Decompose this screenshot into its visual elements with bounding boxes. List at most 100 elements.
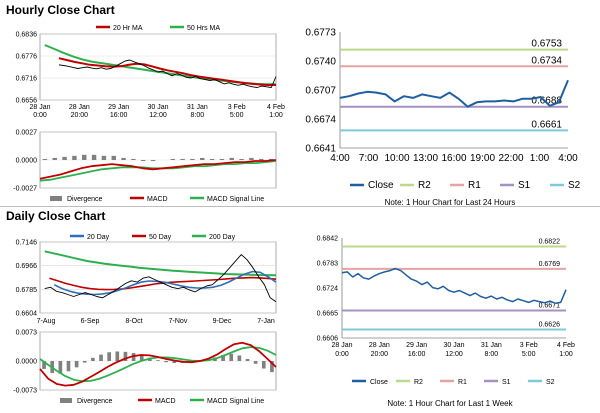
x-tick-label: 5:00 (230, 112, 244, 119)
legend-ma200: 200 Day (209, 234, 236, 241)
legend-close: Close (370, 379, 388, 386)
legend-r1: R1 (468, 180, 481, 191)
y-tick-label: 0.6773 (305, 28, 336, 39)
hourly-pivot-note: Note: 1 Hour Chart for Last 24 Hours (384, 198, 516, 207)
y-tick-label: 0.0000 (16, 359, 38, 366)
y-tick-label: 0.6776 (16, 54, 38, 61)
x-tick-label: 6-Sep (81, 318, 100, 325)
x-tick-label: 9-Dec (213, 318, 232, 325)
legend-ma20: 20 Hr MA (113, 25, 143, 32)
x-tick-label: 20:00 (371, 351, 389, 358)
y-tick-label: 0.6606 (317, 335, 339, 342)
x-tick-label: 1:00 (530, 153, 550, 164)
legend-s2: S2 (546, 379, 555, 386)
x-tick-label: 20:00 (71, 112, 89, 119)
legend-macd: MACD (147, 196, 168, 203)
macd-line (39, 341, 277, 387)
ma50-line (44, 44, 276, 86)
x-tick-label: 3 Feb (520, 342, 538, 349)
y-tick-label: -0.0073 (13, 388, 37, 395)
section-divider (0, 206, 600, 207)
legend-signal: MACD Signal Line (207, 398, 264, 405)
macd-line (39, 159, 277, 180)
x-tick-label: 3 Feb (228, 104, 246, 111)
x-tick-label: 16:00 (441, 153, 466, 164)
legend-r1: R1 (458, 379, 467, 386)
y-tick-label: 0.6724 (317, 285, 339, 292)
y-tick-label: 0.6641 (305, 144, 336, 155)
x-tick-label: 4:00 (330, 153, 350, 164)
x-tick-label: 8:00 (485, 351, 499, 358)
legend-ma50: 50 Day (149, 234, 172, 241)
y-tick-label: -0.0027 (13, 186, 37, 193)
legend-macd: MACD (155, 398, 176, 405)
x-tick-label: 7-Aug (37, 318, 56, 325)
x-tick-label: 8-Oct (125, 318, 142, 325)
x-tick-label: 7:00 (359, 153, 379, 164)
x-tick-label: 7-Jan (257, 318, 275, 325)
x-tick-label: 4 Feb (267, 104, 285, 111)
legend-close: Close (368, 180, 394, 191)
x-tick-label: 10:00 (384, 153, 409, 164)
legend-s2: S2 (568, 180, 581, 191)
price-line (58, 59, 277, 88)
legend-ma50: 50 Hrs MA (187, 25, 220, 32)
legend-s1: S1 (518, 180, 531, 191)
level-S1-label: 0.6688 (531, 96, 562, 107)
y-tick-label: 0.6656 (16, 98, 38, 105)
y-tick-label: 0.6707 (305, 86, 336, 97)
x-tick-label: 28 Jan (69, 104, 90, 111)
x-tick-label: 12:00 (445, 351, 463, 358)
y-tick-label: 0.7146 (16, 240, 38, 247)
y-tick-label: 0.6716 (16, 76, 38, 83)
y-tick-label: 0.6966 (16, 263, 38, 270)
legend-s1: S1 (502, 379, 511, 386)
ma20-line (53, 270, 277, 296)
ma200-line (44, 250, 277, 277)
y-tick-label: 0.6836 (16, 32, 38, 39)
legend-divergence: Divergence (67, 196, 103, 203)
y-tick-label: 0.6785 (16, 287, 38, 294)
x-tick-label: 1:00 (269, 112, 283, 119)
x-tick-label: 28 Jan (29, 104, 50, 111)
level-S2-label: 0.6626 (539, 322, 561, 329)
x-tick-label: 22:00 (498, 153, 523, 164)
level-S2-label: 0.6661 (531, 119, 562, 130)
x-tick-label: 30 Jan (147, 104, 168, 111)
legend-divergence: Divergence (77, 398, 113, 405)
legend-signal: MACD Signal Line (207, 196, 264, 203)
x-tick-label: 31 Jan (481, 342, 502, 349)
x-tick-label: 0:00 (335, 351, 349, 358)
legend-divergence-swatch (50, 196, 62, 201)
hourly-macd-chart: 0.0027 0.0000 -0.0027 Divergence MACD MACD Si… (13, 130, 277, 203)
y-tick-label: 0.0027 (16, 130, 38, 137)
y-tick-label: 0.0073 (16, 330, 38, 337)
hourly-section-title: Hourly Close Chart (6, 3, 115, 17)
y-tick-label: 0.6665 (317, 310, 339, 317)
level-R2-label: 0.6753 (531, 39, 562, 50)
y-tick-label: 0.6604 (16, 311, 38, 318)
legend-r2: R2 (414, 379, 423, 386)
close-line (339, 79, 569, 108)
legend-ma20: 20 Day (87, 234, 110, 241)
x-tick-label: 29 Jan (406, 342, 427, 349)
x-tick-label: 28 Jan (331, 342, 352, 349)
x-tick-label: 7-Nov (169, 318, 188, 325)
x-tick-label: 1:00 (559, 351, 573, 358)
x-tick-label: 16:00 (110, 112, 128, 119)
y-tick-label: 0.0000 (16, 158, 38, 165)
y-tick-label: 0.6783 (317, 260, 339, 267)
level-R1-label: 0.6769 (539, 261, 561, 268)
x-tick-label: 8:00 (191, 112, 205, 119)
level-R1-label: 0.6734 (531, 55, 562, 66)
legend-divergence-swatch (60, 398, 72, 403)
x-tick-label: 19:00 (470, 153, 495, 164)
x-tick-label: 29 Jan (108, 104, 129, 111)
x-tick-label: 16:00 (408, 351, 426, 358)
daily-pivot-note: Note: 1 Hour Chart for Last 1 Week (387, 399, 513, 408)
daily-section-title: Daily Close Chart (6, 209, 106, 223)
x-tick-label: 4 Feb (557, 342, 575, 349)
x-tick-label: 28 Jan (369, 342, 390, 349)
